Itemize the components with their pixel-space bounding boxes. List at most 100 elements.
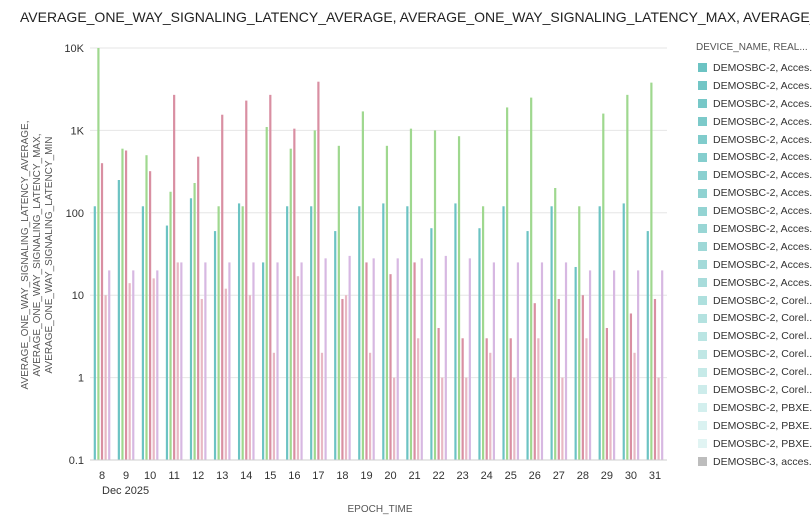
legend-item[interactable]: DEMOSBC-2, Corel... [690, 327, 812, 345]
bar[interactable] [461, 338, 464, 460]
bar[interactable] [561, 377, 564, 460]
bar[interactable] [526, 231, 529, 460]
bar[interactable] [457, 136, 461, 460]
bar[interactable] [622, 203, 625, 460]
legend-item[interactable]: DEMOSBC-2, Acces... [690, 95, 812, 113]
legend-item[interactable]: DEMOSBC-2, Acces... [690, 131, 812, 149]
bar[interactable] [409, 128, 413, 461]
bar[interactable] [564, 262, 568, 460]
bar[interactable] [540, 262, 544, 460]
bar[interactable] [228, 262, 231, 460]
legend-item[interactable]: DEMOSBC-2, PBXE... [690, 435, 812, 453]
bar[interactable] [197, 156, 200, 461]
bar[interactable] [502, 206, 505, 460]
bar[interactable] [289, 148, 292, 460]
bar[interactable] [485, 338, 488, 460]
bar[interactable] [241, 206, 244, 460]
bar[interactable] [385, 145, 389, 461]
bar[interactable] [417, 338, 420, 460]
bar[interactable] [368, 352, 372, 460]
bar[interactable] [433, 130, 437, 460]
bar[interactable] [489, 352, 492, 460]
bar[interactable] [506, 107, 509, 461]
bar[interactable] [578, 206, 581, 460]
bar[interactable] [128, 283, 131, 460]
bar[interactable] [396, 258, 399, 460]
bar[interactable] [341, 298, 344, 460]
bar[interactable] [382, 203, 385, 460]
legend-item[interactable]: DEMOSBC-2, Acces... [690, 184, 812, 202]
bar[interactable] [633, 352, 636, 460]
bar[interactable] [286, 206, 289, 460]
bar[interactable] [237, 203, 241, 460]
bar[interactable] [252, 262, 255, 460]
bar[interactable] [189, 198, 193, 460]
bar[interactable] [612, 270, 616, 460]
legend-item[interactable]: DEMOSBC-2, Acces... [690, 274, 812, 292]
bar[interactable] [262, 262, 265, 460]
legend-item[interactable]: DEMOSBC-2, PBXE... [690, 399, 812, 417]
bar[interactable] [509, 338, 512, 460]
bar[interactable] [602, 113, 605, 461]
bar[interactable] [361, 111, 364, 460]
bar[interactable] [609, 377, 612, 460]
bar[interactable] [276, 262, 279, 460]
bar[interactable] [313, 130, 316, 460]
bar[interactable] [169, 191, 172, 460]
bar[interactable] [444, 255, 447, 460]
bar[interactable] [156, 270, 159, 460]
legend-item[interactable]: DEMOSBC-2, Acces... [690, 256, 812, 274]
bar[interactable] [626, 94, 629, 461]
bar[interactable] [97, 48, 100, 460]
legend-item[interactable]: DEMOSBC-2, Acces... [690, 220, 812, 238]
bar[interactable] [293, 128, 296, 461]
legend-item[interactable]: DEMOSBC-2, Acces... [690, 59, 812, 77]
bar[interactable] [165, 225, 169, 460]
bar[interactable] [637, 270, 640, 460]
bar[interactable] [585, 338, 588, 460]
legend-item[interactable]: DEMOSBC-2, PBXE... [690, 417, 812, 435]
legend-item[interactable]: DEMOSBC-2, Corel... [690, 381, 812, 399]
bar[interactable] [358, 206, 361, 460]
bar[interactable] [100, 163, 104, 461]
bar[interactable] [180, 262, 183, 460]
bar[interactable] [365, 262, 368, 460]
legend-item[interactable]: DEMOSBC-2, Acces... [690, 166, 812, 184]
bar[interactable] [124, 150, 128, 460]
bar[interactable] [265, 126, 268, 460]
bar[interactable] [481, 206, 485, 460]
bar[interactable] [108, 270, 111, 460]
bar[interactable] [554, 187, 557, 461]
legend-item[interactable]: DEMOSBC-2, Acces... [690, 148, 812, 166]
bar[interactable] [204, 262, 207, 460]
legend-item[interactable]: DEMOSBC-2, Acces... [690, 77, 812, 95]
legend-item[interactable]: DEMOSBC-2, Corel... [690, 345, 812, 363]
bar[interactable] [344, 295, 348, 460]
bar[interactable] [581, 295, 584, 460]
bar[interactable] [320, 352, 324, 460]
bar[interactable] [372, 258, 375, 460]
bar[interactable] [152, 278, 155, 460]
bar[interactable] [200, 298, 203, 460]
bar[interactable] [650, 82, 653, 461]
bar[interactable] [117, 180, 120, 460]
bar[interactable] [653, 298, 657, 460]
bar[interactable] [646, 231, 649, 460]
bar[interactable] [516, 262, 520, 460]
bar[interactable] [248, 295, 251, 460]
bar[interactable] [468, 258, 471, 460]
bar[interactable] [348, 255, 351, 460]
bar[interactable] [176, 262, 179, 460]
bar[interactable] [478, 228, 481, 460]
bar[interactable] [389, 274, 392, 460]
bar[interactable] [337, 145, 340, 461]
bar[interactable] [217, 206, 220, 460]
bar[interactable] [661, 270, 664, 460]
bar[interactable] [324, 258, 327, 460]
legend-item[interactable]: DEMOSBC-2, Corel... [690, 292, 812, 310]
bar[interactable] [530, 97, 533, 460]
bar[interactable] [629, 313, 633, 460]
bar[interactable] [413, 262, 416, 460]
bar[interactable] [334, 231, 337, 460]
legend-item[interactable]: DEMOSBC-2, Corel... [690, 309, 812, 327]
